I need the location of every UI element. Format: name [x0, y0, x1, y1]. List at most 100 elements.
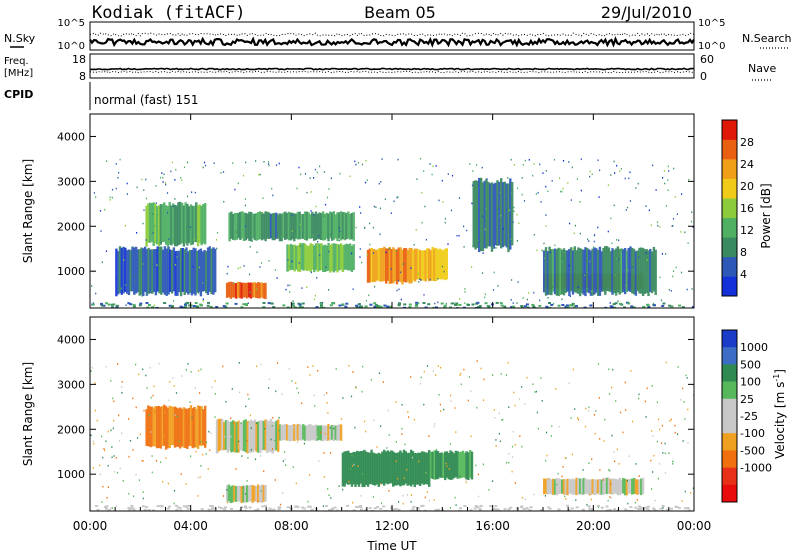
scatter-echo [586, 287, 588, 290]
scatter-echo [435, 165, 437, 167]
echo-region-5-slice [235, 213, 238, 240]
velocity-colorbar-tick: 500 [740, 358, 761, 371]
echo-region-4-slice [629, 478, 632, 494]
scatter-echo [309, 177, 311, 179]
scatter-echo [691, 211, 693, 214]
scatter-echo [543, 242, 545, 245]
scatter-echo [471, 202, 473, 205]
ground-scatter-echo [503, 508, 507, 511]
scatter-echo [189, 226, 191, 228]
scatter-echo [448, 468, 450, 470]
scatter-echo [616, 448, 618, 451]
scatter-echo [223, 200, 225, 203]
scatter-echo [408, 416, 410, 418]
scatter-echo [102, 456, 104, 459]
echo-region-9-slice [126, 250, 129, 294]
scatter-echo [284, 451, 286, 453]
echo-region-2-slice [424, 250, 427, 282]
ground-scatter-echo [581, 508, 585, 511]
echo-region-7-slice [634, 251, 638, 296]
scatter-echo [104, 449, 106, 452]
scatter-echo [167, 211, 169, 214]
scatter-echo [216, 430, 218, 432]
echo-region-4-slice [196, 205, 200, 247]
scatter-echo [511, 470, 513, 473]
echo-region-6-slice [219, 418, 222, 451]
scatter-echo [432, 370, 434, 372]
ground-scatter-echo [434, 508, 438, 511]
scatter-echo [268, 260, 270, 262]
scatter-echo [304, 173, 307, 175]
scatter-echo [301, 287, 303, 289]
echo-region-6-slice [237, 420, 240, 453]
scatter-echo [94, 409, 96, 412]
ground-scatter-echo [596, 504, 600, 507]
ground-scatter-echo [310, 508, 314, 511]
ground-scatter-echo [95, 505, 99, 507]
echo-region-7-slice [546, 251, 549, 295]
echo-region-5-slice [278, 213, 282, 242]
scatter-echo [213, 162, 215, 164]
scatter-echo [420, 279, 422, 281]
echo-region-3-slice [236, 485, 240, 502]
noise-tick-left-top: 10^5 [58, 18, 85, 29]
echo-region-3-slice [322, 245, 325, 272]
echo-region-2-slice [318, 425, 321, 440]
scatter-echo [588, 410, 590, 412]
scatter-echo [492, 374, 494, 376]
scatter-echo [512, 221, 514, 223]
scatter-echo [327, 412, 329, 414]
station-title: Kodiak (fitACF) [92, 3, 246, 23]
echo-region-0-slice [347, 450, 350, 485]
echo-region-5-slice [196, 405, 200, 449]
scatter-echo [296, 187, 298, 190]
scatter-echo [625, 409, 627, 411]
echo-region-3-slice [323, 244, 327, 272]
scatter-echo [123, 259, 125, 261]
scatter-echo [145, 239, 147, 241]
scatter-echo [214, 416, 216, 418]
scatter-echo [505, 224, 507, 227]
scatter-echo [390, 212, 392, 214]
echo-region-7-slice [611, 248, 614, 295]
scatter-echo [421, 221, 423, 224]
scatter-echo [314, 439, 316, 441]
scatter-echo [247, 302, 249, 304]
ground-scatter-echo [397, 302, 401, 305]
echo-region-8-slice [490, 182, 494, 252]
scatter-echo [402, 494, 404, 497]
scatter-echo [413, 418, 416, 421]
scatter-echo [401, 404, 403, 406]
power-colorbar-tick: 4 [740, 268, 747, 281]
scatter-echo [165, 183, 167, 186]
scatter-echo [176, 256, 178, 258]
scatter-echo [267, 163, 270, 165]
echo-region-5-slice [195, 408, 198, 448]
scatter-echo [536, 411, 538, 414]
echo-region-5-slice [204, 405, 207, 448]
echo-region-4-slice [570, 479, 573, 494]
scatter-echo [547, 297, 549, 299]
echo-region-7-slice [564, 250, 567, 293]
ground-scatter-echo [379, 507, 383, 510]
scatter-echo [379, 233, 381, 236]
scatter-echo [191, 416, 193, 419]
scatter-echo [669, 420, 671, 422]
echo-region-9-slice [160, 246, 163, 295]
scatter-echo [681, 193, 683, 195]
scatter-echo [681, 500, 683, 502]
scatter-echo [244, 225, 247, 227]
ground-scatter-echo [244, 303, 248, 306]
ground-scatter-echo [681, 306, 685, 308]
echo-region-4-slice [179, 201, 182, 245]
scatter-echo [658, 463, 661, 465]
scatter-echo [613, 160, 615, 163]
echo-region-9-slice [172, 247, 176, 292]
scatter-echo [426, 491, 428, 493]
scatter-echo [352, 501, 354, 504]
scatter-echo [205, 164, 207, 167]
scatter-echo [247, 393, 249, 396]
echo-region-2-slice [420, 250, 424, 281]
scatter-echo [251, 240, 253, 242]
scatter-echo [397, 477, 399, 480]
